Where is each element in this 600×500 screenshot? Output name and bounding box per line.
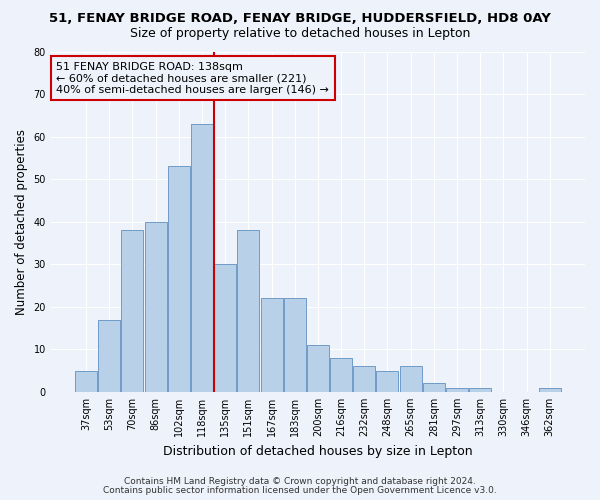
Bar — [446, 388, 468, 392]
Y-axis label: Number of detached properties: Number of detached properties — [15, 128, 28, 314]
Bar — [238, 230, 259, 392]
Bar — [260, 298, 283, 392]
Text: 51 FENAY BRIDGE ROAD: 138sqm
← 60% of detached houses are smaller (221)
40% of s: 51 FENAY BRIDGE ROAD: 138sqm ← 60% of de… — [56, 62, 329, 95]
Bar — [353, 366, 375, 392]
Bar — [168, 166, 190, 392]
Bar — [98, 320, 120, 392]
X-axis label: Distribution of detached houses by size in Lepton: Distribution of detached houses by size … — [163, 444, 473, 458]
Bar — [400, 366, 422, 392]
Text: 51, FENAY BRIDGE ROAD, FENAY BRIDGE, HUDDERSFIELD, HD8 0AY: 51, FENAY BRIDGE ROAD, FENAY BRIDGE, HUD… — [49, 12, 551, 26]
Text: Contains HM Land Registry data © Crown copyright and database right 2024.: Contains HM Land Registry data © Crown c… — [124, 477, 476, 486]
Bar — [121, 230, 143, 392]
Bar — [214, 264, 236, 392]
Bar — [469, 388, 491, 392]
Bar — [307, 345, 329, 392]
Bar — [284, 298, 306, 392]
Bar — [539, 388, 561, 392]
Bar — [376, 370, 398, 392]
Bar — [330, 358, 352, 392]
Text: Size of property relative to detached houses in Lepton: Size of property relative to detached ho… — [130, 28, 470, 40]
Bar — [191, 124, 213, 392]
Bar — [423, 384, 445, 392]
Text: Contains public sector information licensed under the Open Government Licence v3: Contains public sector information licen… — [103, 486, 497, 495]
Bar — [145, 222, 167, 392]
Bar — [75, 370, 97, 392]
